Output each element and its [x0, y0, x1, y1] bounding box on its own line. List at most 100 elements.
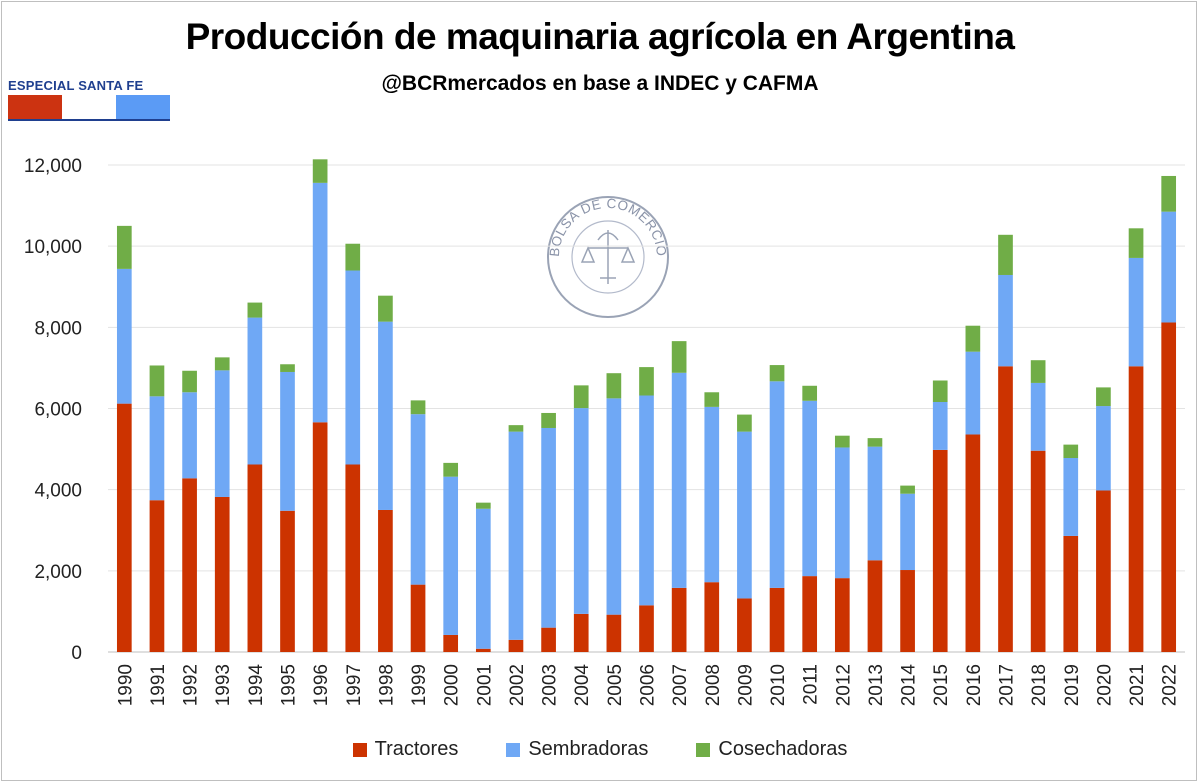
bar-cosechadoras-2000 [443, 462, 459, 477]
x-tick-label: 2014 [899, 664, 920, 707]
bar-tractores-1992 [182, 478, 197, 652]
bcr-seal-watermark: BOLSA DE COMERCIO DE ROSARIO [0, 0, 669, 318]
badge-flag-white [62, 95, 116, 119]
y-tick-label: 10,000 [24, 237, 82, 258]
seal-outer-ring [547, 196, 669, 318]
x-tick-label: 2013 [866, 664, 887, 706]
bar-tractores-1997 [345, 464, 361, 652]
x-tick-label: 2005 [605, 664, 626, 706]
chart-legend: Tractores Sembradoras Cosechadoras [0, 738, 1200, 761]
x-tick-label: 1991 [148, 664, 169, 706]
bar-cosechadoras-1999 [410, 400, 426, 415]
bar-tractores-2016 [965, 434, 981, 652]
x-tick-label: 2009 [735, 664, 756, 706]
bar-tractores-1991 [149, 500, 165, 652]
bar-tractores-2014 [900, 570, 915, 652]
legend-item-tractores: Tractores [352, 738, 458, 761]
bar-sembradoras-2014 [900, 493, 915, 571]
bar-sembradoras-2020 [1096, 406, 1111, 491]
x-tick-label: 1990 [115, 664, 136, 706]
bar-sembradoras-1993 [214, 370, 230, 497]
bar-cosechadoras-2001 [475, 502, 491, 509]
x-tick-label: 2011 [801, 664, 822, 705]
y-tick-label: 2,000 [34, 562, 82, 583]
bar-tractores-2003 [541, 627, 556, 652]
x-tick-label: 1992 [181, 664, 202, 706]
x-tick-label: 2015 [931, 664, 952, 706]
bar-tractores-2009 [737, 598, 752, 652]
bar-sembradoras-2010 [769, 381, 785, 588]
legend-label-sembradoras: Sembradoras [528, 738, 649, 760]
x-tick-label: 2007 [670, 664, 691, 706]
x-tick-label: 2020 [1094, 664, 1115, 706]
y-tick-label: 12,000 [24, 156, 82, 177]
bar-sembradoras-2017 [998, 274, 1013, 367]
bar-sembradoras-2004 [573, 408, 589, 614]
bar-sembradoras-2013 [867, 446, 883, 561]
x-tick-label: 2017 [997, 664, 1018, 706]
x-tick-label: 1993 [213, 664, 234, 706]
y-tick-label: 8,000 [34, 318, 82, 339]
bar-sembradoras-2002 [508, 431, 524, 640]
bar-cosechadoras-1991 [149, 365, 165, 397]
bar-cosechadoras-2003 [541, 412, 556, 428]
x-tick-label: 2021 [1127, 664, 1148, 706]
x-tick-label: 2002 [507, 664, 528, 706]
y-tick-label: 0 [71, 643, 82, 664]
x-tick-label: 2001 [474, 664, 495, 706]
legend-swatch-tractores [352, 742, 367, 757]
bar-cosechadoras-1997 [345, 243, 361, 271]
x-tick-label: 2004 [572, 664, 593, 707]
bar-sembradoras-2022 [1161, 211, 1177, 323]
x-tick-label: 1998 [376, 664, 397, 706]
bar-tractores-1990 [116, 403, 132, 652]
bar-tractores-1999 [410, 584, 426, 652]
bar-sembradoras-2008 [704, 406, 720, 583]
bar-sembradoras-1997 [345, 270, 361, 465]
bar-sembradoras-1999 [410, 414, 426, 585]
bar-tractores-1993 [214, 496, 230, 652]
bar-cosechadoras-2020 [1096, 387, 1111, 407]
bar-tractores-2011 [802, 576, 818, 652]
bar-sembradoras-2016 [965, 351, 981, 435]
bar-tractores-1996 [312, 422, 328, 652]
bar-cosechadoras-2008 [704, 392, 720, 407]
bar-cosechadoras-2018 [1030, 360, 1046, 383]
bar-tractores-2020 [1096, 490, 1111, 652]
seal-scales-icon [580, 230, 636, 284]
bar-tractores-2008 [704, 582, 720, 652]
bar-tractores-2000 [443, 634, 459, 652]
bar-cosechadoras-2017 [998, 234, 1013, 275]
bar-cosechadoras-2021 [1128, 228, 1144, 258]
x-tick-label: 1996 [311, 664, 332, 706]
x-tick-label: 2018 [1029, 664, 1050, 706]
bar-tractores-2010 [769, 587, 785, 652]
bar-cosechadoras-2005 [606, 373, 622, 399]
bar-cosechadoras-2006 [639, 367, 654, 396]
bar-cosechadoras-2016 [965, 325, 981, 352]
bar-sembradoras-2019 [1063, 458, 1079, 536]
x-tick-label: 1999 [409, 664, 430, 706]
x-tick-label: 1994 [246, 664, 267, 707]
bar-sembradoras-2011 [802, 400, 818, 577]
bar-tractores-1995 [280, 510, 295, 652]
x-tick-label: 2012 [833, 664, 854, 706]
bar-sembradoras-2021 [1128, 257, 1144, 367]
badge-flag-red [8, 95, 62, 119]
bar-sembradoras-1996 [312, 182, 328, 423]
y-tick-label: 6,000 [34, 400, 82, 421]
legend-label-cosechadoras: Cosechadoras [718, 738, 848, 760]
bar-sembradoras-1990 [116, 268, 132, 404]
bar-tractores-2001 [475, 648, 491, 652]
bar-tractores-2002 [508, 639, 524, 652]
bar-tractores-2004 [573, 613, 589, 652]
bar-cosechadoras-1996 [312, 159, 328, 183]
bar-cosechadoras-2011 [802, 385, 818, 401]
seal-text: BOLSA DE COMERCIO DE ROSARIO [0, 0, 669, 257]
bar-sembradoras-2015 [932, 402, 948, 450]
bar-sembradoras-2000 [443, 476, 459, 635]
x-tick-label: 2003 [540, 664, 561, 706]
bar-tractores-1998 [378, 509, 393, 652]
special-badge: ESPECIAL SANTA FE [8, 78, 170, 121]
bar-sembradoras-1991 [149, 396, 165, 501]
